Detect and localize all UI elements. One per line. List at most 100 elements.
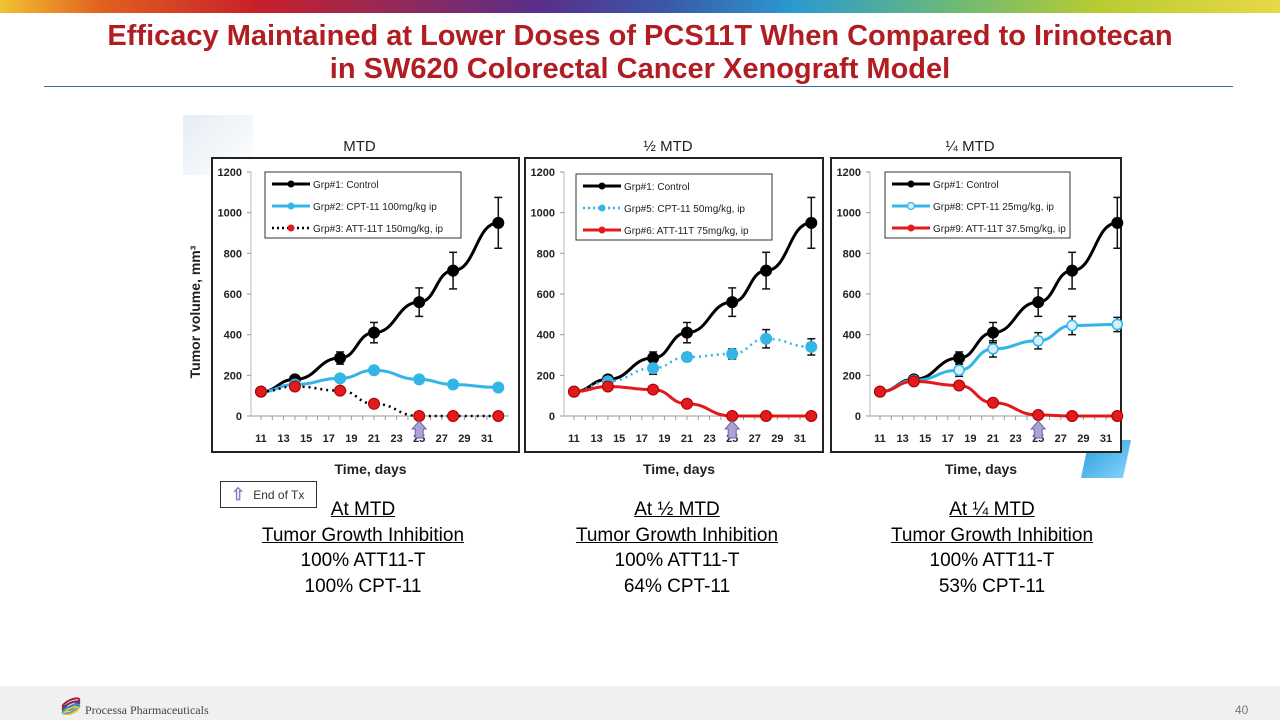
data-point (647, 383, 660, 396)
data-point (805, 340, 818, 353)
summary-line-cpt: 100% CPT-11 (304, 575, 422, 597)
chart-title: ¼ MTD (945, 138, 994, 155)
y-tick-label: 400 (224, 330, 242, 342)
data-point (681, 351, 693, 364)
x-tick-label: 21 (987, 433, 999, 445)
chart-title: ½ MTD (643, 138, 692, 155)
y-tick-label: 200 (843, 370, 861, 382)
legend-swatch-marker (598, 226, 606, 234)
summary-line-att: 100% ATT11-T (929, 550, 1055, 571)
data-point (953, 364, 965, 376)
x-tick-label: 11 (874, 433, 886, 445)
x-tick-label: 23 (1009, 433, 1021, 445)
y-tick-label: 400 (843, 330, 861, 342)
title-line-2: in SW620 Colorectal Cancer Xenograft Mod… (329, 53, 951, 85)
series-2 (255, 380, 505, 422)
data-point (953, 379, 966, 392)
end-of-tx-legend: ⇧ End of Tx (220, 481, 317, 508)
summary-subheading: Tumor Growth Inhibition (261, 524, 465, 546)
x-tick-label: 17 (636, 433, 648, 445)
company-logo-icon (61, 697, 81, 715)
x-tick-label: 15 (613, 433, 625, 445)
data-point (647, 362, 660, 375)
data-point (288, 380, 301, 393)
data-point (681, 326, 693, 339)
data-point (447, 410, 460, 422)
data-point (1066, 410, 1079, 422)
data-point (726, 347, 739, 360)
title-line-1: Efficacy Maintained at Lower Doses of PC… (107, 20, 1173, 52)
data-point (368, 397, 380, 410)
data-point (492, 410, 505, 422)
x-axis-label: Time, days (643, 461, 715, 477)
data-point (492, 216, 505, 229)
x-tick-label: 17 (942, 433, 954, 445)
data-point (805, 410, 818, 422)
summary-half-mtd: At ½ MTD Tumor Growth Inhibition 100% AT… (527, 497, 827, 599)
summary-line-cpt: 53% CPT-11 (938, 575, 1046, 597)
data-point (568, 385, 580, 398)
data-point (1111, 216, 1124, 229)
summary-line-att: 100% ATT11-T (300, 550, 426, 571)
data-point (447, 378, 460, 391)
summary-subheading: Tumor Growth Inhibition (890, 524, 1094, 546)
x-axis-label: Time, days (334, 461, 406, 477)
x-tick-label: 17 (323, 433, 335, 445)
y-tick-label: 1200 (218, 167, 242, 179)
x-tick-label: 29 (1077, 433, 1089, 445)
legend-swatch-marker (907, 180, 915, 188)
up-arrow-icon: ⇧ (231, 484, 246, 504)
summary-subheading: Tumor Growth Inhibition (575, 524, 779, 546)
y-tick-label: 1000 (837, 208, 861, 220)
legend-entry-label: Grp#5: CPT-11 50mg/kg, ip (624, 204, 745, 215)
x-tick-label: 27 (436, 433, 448, 445)
slide-title: Efficacy Maintained at Lower Doses of PC… (0, 20, 1280, 86)
x-tick-label: 23 (703, 433, 715, 445)
legend-entry-label: Grp#1: Control (624, 182, 690, 193)
legend-entry-label: Grp#1: Control (313, 180, 379, 191)
legend-entry-label: Grp#2: CPT-11 100mg/kg ip (313, 202, 437, 213)
legend-entry-label: Grp#9: ATT-11T 37.5mg/kg, ip (933, 224, 1066, 235)
legend-entry-label: Grp#6: ATT-11T 75mg/kg, ip (624, 226, 749, 237)
data-point (760, 410, 773, 422)
end-of-tx-arrow-icon (724, 420, 741, 439)
chart-panel-1: ½ MTD 0 200 400 600 800 1000 1200 11 13 15 17 19 21 23… (524, 138, 824, 477)
data-point (368, 326, 380, 339)
y-tick-label: 800 (843, 248, 861, 260)
data-point (1032, 296, 1045, 309)
y-tick-label: 1200 (531, 167, 555, 179)
x-tick-label: 13 (277, 433, 289, 445)
x-tick-label: 27 (749, 433, 761, 445)
data-point (413, 410, 426, 422)
data-point (726, 410, 739, 422)
data-point (987, 326, 999, 339)
x-tick-label: 31 (1100, 433, 1112, 445)
series-2 (874, 375, 1124, 422)
y-tick-label: 1200 (837, 167, 861, 179)
legend-entry-label: Grp#1: Control (933, 180, 999, 191)
legend-swatch-marker (287, 202, 295, 210)
summary-heading: At MTD (330, 499, 396, 520)
data-point (1032, 408, 1045, 421)
data-point (601, 380, 614, 393)
summary-line-cpt: 64% CPT-11 (623, 575, 731, 597)
legend-swatch-marker (287, 180, 295, 188)
chart-panel-2: ¼ MTD 0 200 400 600 800 1000 1200 11 13 15 17 19 21 23… (830, 138, 1124, 477)
data-point (1111, 410, 1124, 422)
data-point (334, 352, 347, 365)
data-point (368, 364, 380, 377)
x-tick-label: 29 (771, 433, 783, 445)
x-tick-label: 11 (568, 433, 580, 445)
legend-swatch-marker (906, 201, 916, 211)
summary-mtd: At MTD Tumor Growth Inhibition 100% ATT1… (213, 497, 513, 599)
x-tick-label: 27 (1055, 433, 1067, 445)
data-point (987, 343, 999, 355)
x-tick-label: 23 (390, 433, 402, 445)
data-point (334, 372, 347, 385)
data-point (874, 385, 886, 398)
y-tick-label: 800 (537, 248, 555, 260)
summary-heading: At ½ MTD (634, 499, 720, 520)
data-point (805, 216, 818, 229)
